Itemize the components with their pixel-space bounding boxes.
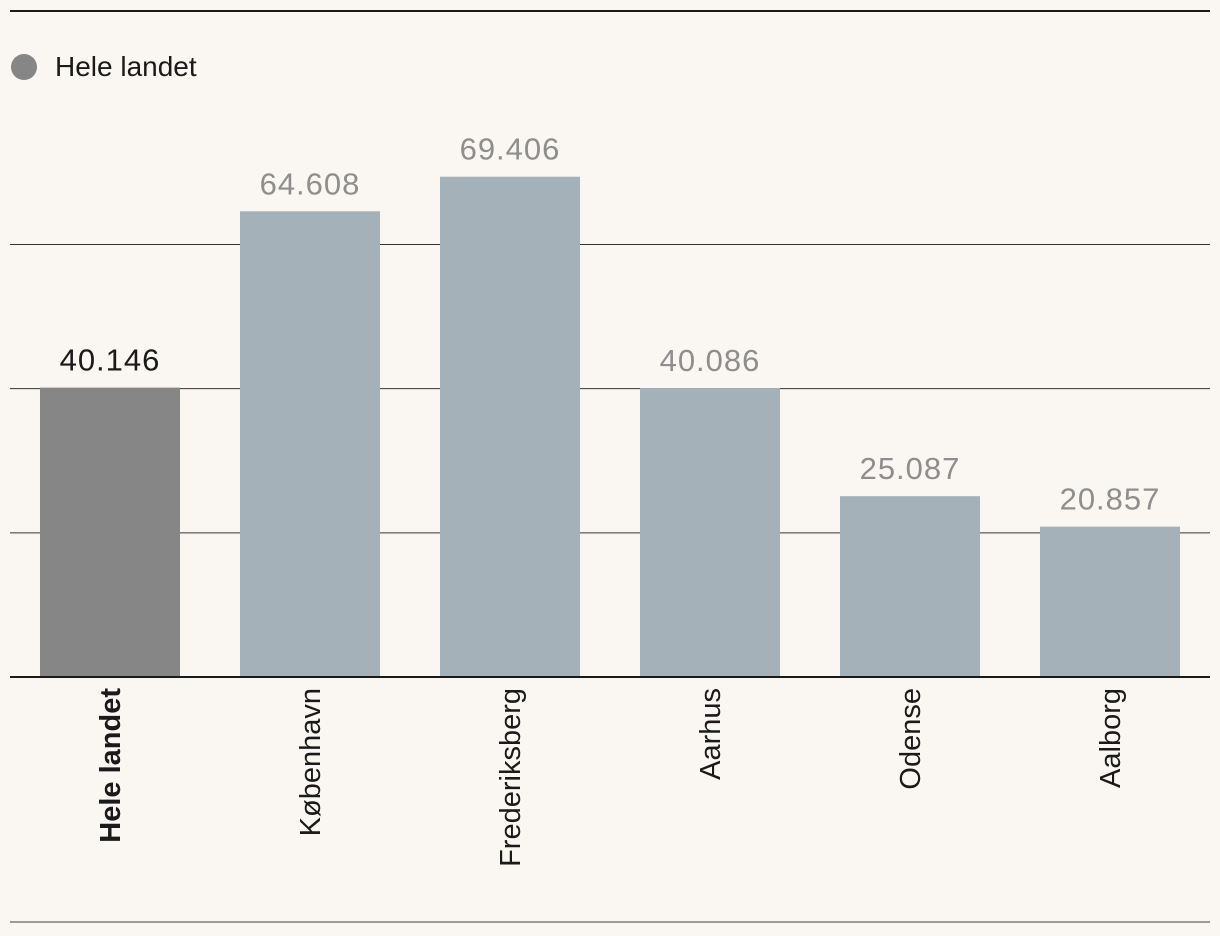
bar-value-label: 40.146 [60, 343, 161, 378]
legend: Hele landet [11, 51, 197, 82]
bar [640, 388, 780, 677]
category-labels: Hele landet København Frederiksberg Aarhus O… [95, 688, 1127, 867]
category-label: Hele landet [95, 688, 127, 843]
bar-value-label: 64.608 [260, 166, 361, 201]
bar [40, 387, 180, 677]
bar-value-label: 20.857 [1060, 482, 1161, 517]
legend-swatch [11, 54, 37, 80]
bar [840, 496, 980, 677]
category-label: København [295, 688, 327, 836]
bar-value-label: 25.087 [860, 451, 961, 486]
bars [40, 176, 1180, 677]
value-labels: 40.146 64.608 69.406 40.086 25.087 20.857 [60, 132, 1161, 517]
bar [1040, 526, 1180, 677]
category-label: Aarhus [695, 688, 727, 780]
bar-value-label: 69.406 [460, 132, 561, 167]
category-label: Odense [895, 688, 927, 790]
gridlines [10, 244, 1210, 534]
category-label: Aalborg [1095, 688, 1127, 788]
bar-value-label: 40.086 [660, 343, 761, 378]
bar [240, 211, 380, 677]
legend-label: Hele landet [55, 51, 197, 82]
bar [440, 176, 580, 677]
category-label: Frederiksberg [495, 688, 527, 867]
